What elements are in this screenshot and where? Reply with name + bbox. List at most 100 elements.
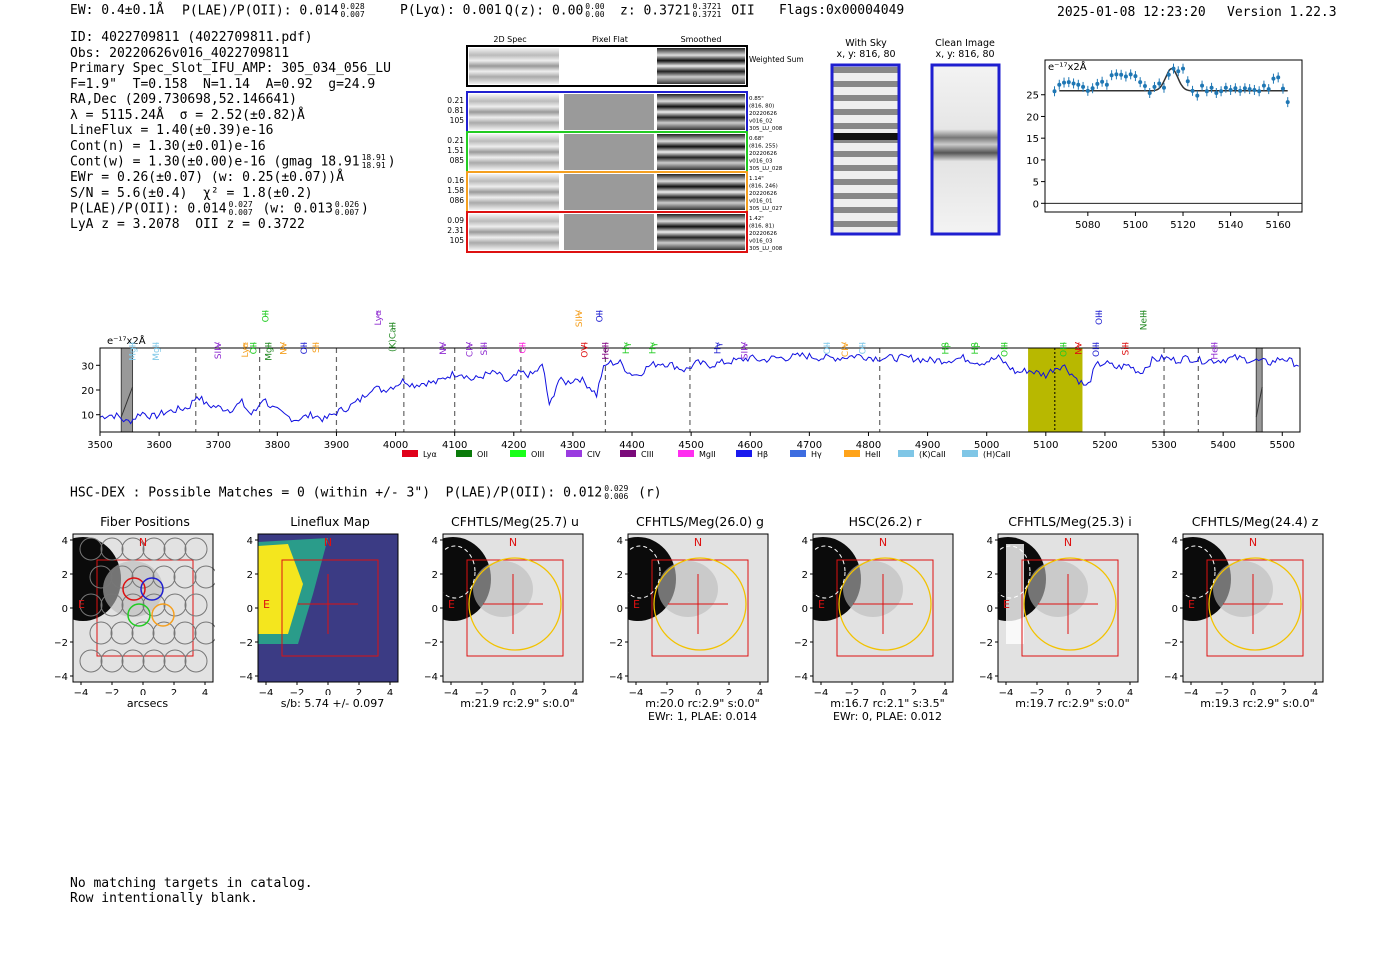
col-label-2dspec: 2D Spec xyxy=(493,35,526,44)
emission-line-brace: { xyxy=(715,342,719,350)
cutout-ytick-label: 2 xyxy=(62,570,68,581)
emission-line-label: NV xyxy=(279,341,289,355)
north-label: N xyxy=(139,536,147,549)
fiber-circle xyxy=(173,565,197,589)
spectrum-xtick-label: 4700 xyxy=(797,440,822,451)
fiber-blue xyxy=(140,577,164,601)
zoom-point xyxy=(1128,72,1133,77)
zoom-point xyxy=(1057,82,1062,87)
cutout-xtick-label: −4 xyxy=(814,688,829,695)
fiber-circle xyxy=(194,565,215,589)
full-spectrum-chart: e⁻¹⁷x2Å 10 20 30 3500 3600 3700 3800 3900 4000 410… xyxy=(81,309,1301,459)
spectrum-xtick-label: 4400 xyxy=(619,440,644,451)
fiber-circle xyxy=(110,621,134,645)
col-label-pixelflat: Pixel Flat xyxy=(592,35,628,44)
with-sky-line xyxy=(833,133,898,140)
emission-line-brace: { xyxy=(520,342,524,350)
source-ellipse xyxy=(1174,545,1216,599)
zoom-ylabel: e⁻¹⁷x2Å xyxy=(1048,60,1087,73)
weighted-sum-smooth xyxy=(657,48,745,84)
spec2d-right-label: (816, 246) xyxy=(749,184,778,190)
source-halo xyxy=(473,561,533,617)
legend-label: Hγ xyxy=(811,450,822,459)
spec2d-right-label: v016_01 xyxy=(749,199,773,205)
spec2d-raw-1 xyxy=(469,134,559,170)
lineflux-yellow xyxy=(258,544,303,634)
zoom-point xyxy=(1066,80,1071,85)
sky-panels xyxy=(830,63,1001,236)
obs-line: Obs: 20220626v016_4022709811 xyxy=(70,45,290,61)
spec2d-right-label: v016_03 xyxy=(749,159,773,165)
zoom-point xyxy=(1185,79,1190,84)
legend-label: OII xyxy=(477,450,488,459)
fiber-circle xyxy=(184,537,208,561)
spectrum-xtick-label: 4300 xyxy=(560,440,585,451)
legend-swatch xyxy=(456,450,472,457)
zoom-point xyxy=(1100,79,1105,84)
emission-line-brace: { xyxy=(314,342,318,350)
source-halo xyxy=(658,561,718,617)
mask-hatch xyxy=(120,386,133,418)
plya-header: P(Lyα): 0.001 xyxy=(400,3,502,18)
emission-line-brace: { xyxy=(603,342,607,350)
zoom-point xyxy=(1062,80,1067,85)
lineflux-line: LineFlux = 1.40(±0.39)e-16 xyxy=(70,123,274,138)
with-sky-image xyxy=(830,63,901,236)
emission-line-brace: { xyxy=(376,310,380,318)
spectrum-ylabel: e⁻¹⁷x2Å xyxy=(107,334,146,347)
search-circle xyxy=(1208,557,1302,651)
search-circle xyxy=(1023,557,1117,651)
legend-label: (H)CaII xyxy=(983,450,1010,459)
fiber-circle xyxy=(142,537,166,561)
cutout-caption: s/b: 5.74 +/- 0.097 xyxy=(250,697,415,710)
cutout-title: HSC(26.2) r xyxy=(848,514,922,529)
spectrum-axes xyxy=(99,347,1301,433)
cutout-caption: m:19.3 rc:2.9" s:0.0" xyxy=(1175,697,1340,710)
emission-line-brace: { xyxy=(1141,310,1145,318)
spec2d-left-label: 2.31 xyxy=(447,226,464,235)
sn-line: S/N = 5.6(±0.4) χ² = 1.8(±0.2) xyxy=(70,185,313,201)
cutout-ytick-label: −2 xyxy=(980,638,993,649)
spectrum-xtick-label: 5100 xyxy=(1033,440,1058,451)
spec2d-right-label: (816, 255) xyxy=(749,144,778,150)
fiber-circle xyxy=(79,593,103,617)
zoom-point xyxy=(1081,84,1086,89)
plae-line: P(LAE)/P(OII): 0.014 0.027 0.007 (w: 0.013… xyxy=(70,200,369,217)
search-circle xyxy=(653,557,747,651)
ewr-line: EWr = 0.26(±0.07) (w: 0.25(±0.07))Å xyxy=(70,170,344,185)
emission-line-brace: { xyxy=(390,322,394,330)
emission-line-label: SiII xyxy=(480,342,490,356)
plae-header: P(LAE)/P(OII): 0.014 0.028 0.007 xyxy=(182,2,365,19)
cutout-xtick-label: 0 xyxy=(1250,688,1256,695)
zoom-point xyxy=(1147,91,1152,96)
spec2d-right-label: (816, 80) xyxy=(749,104,774,110)
spec2d-left-label: 105 xyxy=(450,236,465,245)
legend-swatch xyxy=(844,450,860,457)
spec2d-flat-3 xyxy=(564,214,654,250)
spec2d-right-label: 1.14" xyxy=(749,176,764,182)
cutout-xtick-label: −2 xyxy=(660,688,675,695)
spectrum-xtick-label: 3600 xyxy=(146,440,171,451)
cutout-ytick-label: 0 xyxy=(802,604,808,615)
zoom-point xyxy=(1133,74,1138,79)
zoom-ytick-label: 0 xyxy=(1033,199,1039,210)
zoom-axes xyxy=(1044,59,1303,213)
legend-label: Lyα xyxy=(423,450,437,459)
emission-line-label: OIII xyxy=(1095,310,1105,325)
emission-line-label: OII xyxy=(859,342,869,354)
spec2d-right-label: 20220626 xyxy=(749,191,777,197)
line-fit-chart: 0 5 10 15 20 25 5080 5100 5120 5140 5160 e⁻¹⁷x2Å xyxy=(1026,59,1303,231)
zoom-point xyxy=(1114,72,1119,77)
search-circle xyxy=(838,557,932,651)
cutout-xtick-label: −4 xyxy=(259,688,274,695)
cutout-xtick-label: 2 xyxy=(1096,688,1102,695)
spectrum-line xyxy=(99,352,1299,425)
source-halo xyxy=(103,561,163,617)
emission-line-brace: { xyxy=(263,310,267,318)
fiber-circle xyxy=(194,621,215,645)
cutout-ytick-label: −4 xyxy=(1165,672,1178,683)
source-halo xyxy=(1028,561,1088,617)
emission-line-label: OIII xyxy=(1060,342,1070,357)
spec2d-right-label: 20220626 xyxy=(749,231,777,237)
spec2d-right-label: 0.85" xyxy=(749,96,764,102)
